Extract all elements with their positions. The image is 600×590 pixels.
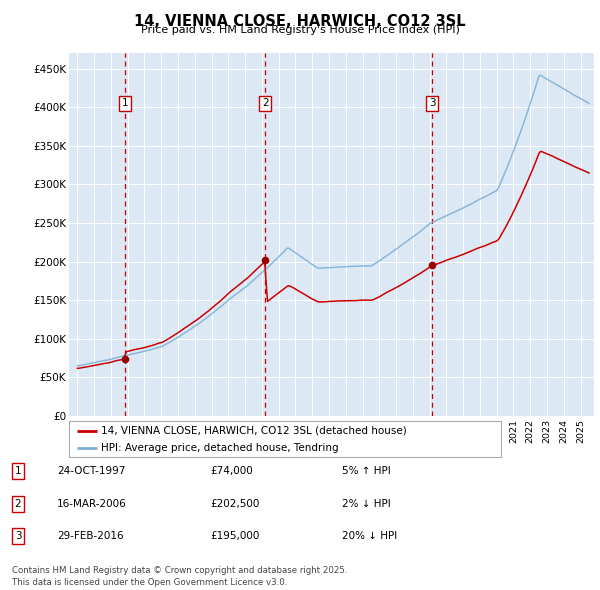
Text: 3: 3 [14,532,22,541]
Text: 2: 2 [14,499,22,509]
Text: HPI: Average price, detached house, Tendring: HPI: Average price, detached house, Tend… [101,443,339,453]
Text: 14, VIENNA CLOSE, HARWICH, CO12 3SL (detached house): 14, VIENNA CLOSE, HARWICH, CO12 3SL (det… [101,426,407,436]
Text: 5% ↑ HPI: 5% ↑ HPI [342,467,391,476]
Text: 1: 1 [121,99,128,109]
Text: Contains HM Land Registry data © Crown copyright and database right 2025.
This d: Contains HM Land Registry data © Crown c… [12,566,347,587]
Text: £195,000: £195,000 [210,532,259,541]
Text: 1: 1 [14,467,22,476]
Text: 2% ↓ HPI: 2% ↓ HPI [342,499,391,509]
Text: 2: 2 [262,99,269,109]
Text: 3: 3 [429,99,436,109]
Text: 16-MAR-2006: 16-MAR-2006 [57,499,127,509]
Text: £74,000: £74,000 [210,467,253,476]
Text: 29-FEB-2016: 29-FEB-2016 [57,532,124,541]
Text: 24-OCT-1997: 24-OCT-1997 [57,467,125,476]
Text: Price paid vs. HM Land Registry's House Price Index (HPI): Price paid vs. HM Land Registry's House … [140,25,460,35]
Text: 14, VIENNA CLOSE, HARWICH, CO12 3SL: 14, VIENNA CLOSE, HARWICH, CO12 3SL [134,14,466,28]
Text: 20% ↓ HPI: 20% ↓ HPI [342,532,397,541]
Text: £202,500: £202,500 [210,499,259,509]
